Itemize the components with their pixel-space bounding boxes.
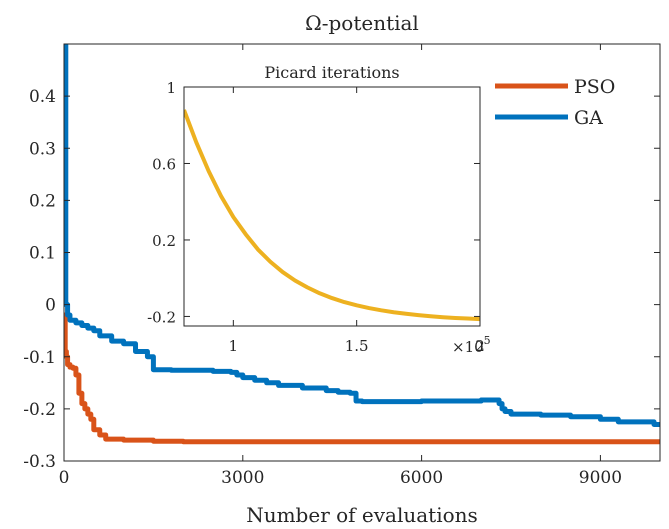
main-y-tick-label: -0.1 xyxy=(23,348,56,368)
x-axis-label: Number of evaluations xyxy=(246,503,478,527)
inset-y-tick-label: -0.2 xyxy=(147,308,176,326)
inset-x-exponent-base: ×10 xyxy=(452,338,484,356)
inset-title: Picard iterations xyxy=(264,63,399,82)
inset-series-line-curve xyxy=(184,109,480,322)
main-y-tick-label: 0.4 xyxy=(29,87,56,107)
main-ticks-group: 0 3000 6000 9000 0.4 0.3 0.2 0.1 0 -0.1 -0.2 -0.3 xyxy=(23,44,660,488)
main-y-tick-label: -0.2 xyxy=(23,400,56,420)
legend-label-ga: GA xyxy=(574,107,603,129)
inset-x-tick-label: 1.5 xyxy=(345,337,369,355)
main-y-tick-label: 0.3 xyxy=(29,139,56,159)
inset-x-tick-label: 1 xyxy=(229,337,239,355)
inset-plot-area xyxy=(184,87,480,326)
inset-axes: 1 1.5 2 1 0.6 0.2 -0.2 Picard iterations ×105 xyxy=(147,63,491,356)
main-x-tick-label: 3000 xyxy=(221,468,264,488)
main-y-tick-label: -0.3 xyxy=(23,452,56,472)
inset-series-group xyxy=(184,109,480,322)
main-series-group xyxy=(64,44,660,445)
inset-x-exponent-power: 5 xyxy=(484,334,491,347)
main-y-tick-label: 0.2 xyxy=(29,191,56,211)
inset-x-exponent: ×105 xyxy=(452,334,491,356)
main-y-tick-label: 0.1 xyxy=(29,244,56,264)
inset-x-tick-label: 2 xyxy=(475,337,485,355)
inset-ticks-group: 1 1.5 2 1 0.6 0.2 -0.2 xyxy=(147,79,485,355)
inset-axes-box xyxy=(183,86,481,327)
inset-y-tick-label: 0.6 xyxy=(152,155,176,173)
main-title: Ω-potential xyxy=(305,11,419,35)
main-y-tick-label: 0 xyxy=(45,296,56,316)
main-x-tick-label: 6000 xyxy=(400,468,443,488)
legend-label-pso: PSO xyxy=(574,76,615,98)
legend: PSO GA xyxy=(495,76,615,129)
main-x-tick-label: 0 xyxy=(59,468,70,488)
main-series-line-pso xyxy=(64,312,660,445)
main-x-tick-label: 9000 xyxy=(579,468,622,488)
inset-y-tick-label: 0.2 xyxy=(152,232,176,250)
main-series-line-ga xyxy=(64,44,660,428)
inset-y-tick-label: 1 xyxy=(166,79,176,97)
